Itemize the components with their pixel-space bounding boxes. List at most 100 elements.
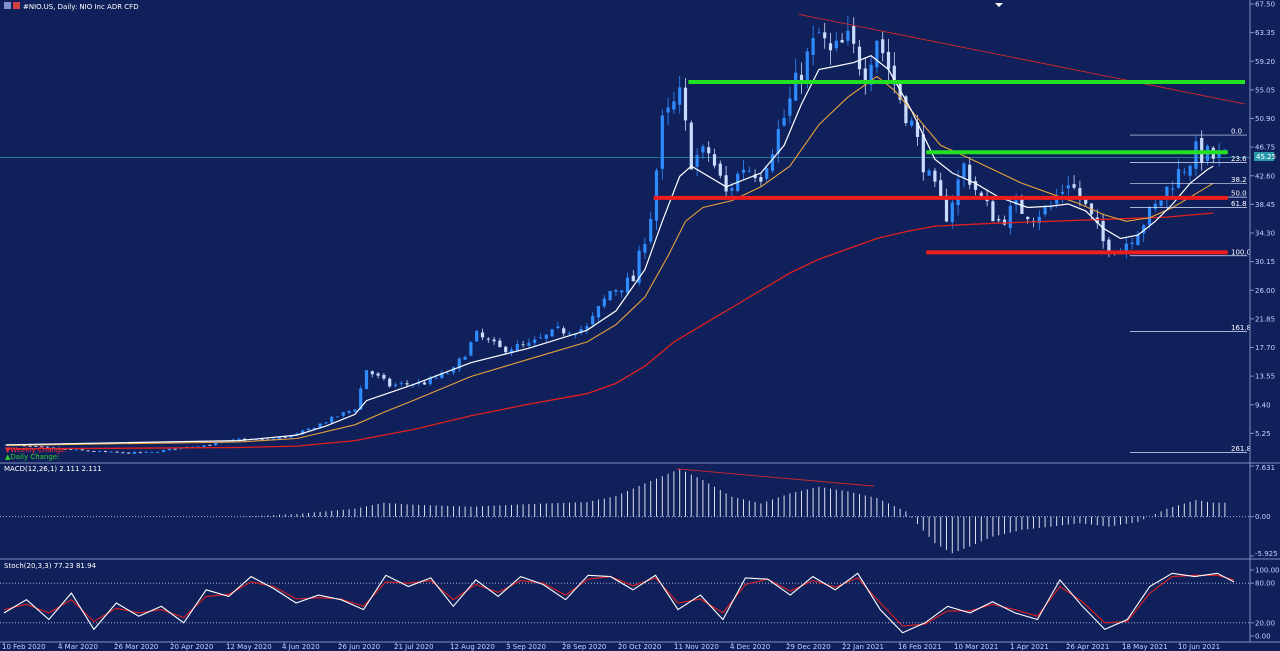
- candle-body: [591, 315, 595, 325]
- candle-body: [463, 356, 467, 360]
- price-tick-label: 42.60: [1255, 172, 1275, 180]
- candle-body: [451, 367, 456, 373]
- price-tick-label: 63.35: [1255, 29, 1275, 37]
- legend: ▼Weekly Change: ▲Daily Change:: [5, 446, 67, 461]
- candle-body: [892, 65, 896, 85]
- candle-body: [950, 202, 954, 223]
- time-tick-label: 22 Jan 2021: [842, 643, 884, 651]
- macd-tick-label: 7.631: [1255, 464, 1275, 472]
- candle-body: [1165, 186, 1169, 200]
- candle-body: [753, 174, 757, 179]
- candle-body: [840, 39, 844, 43]
- stoch-pane: [0, 572, 1250, 634]
- candle-body: [498, 340, 502, 348]
- candle-body: [335, 416, 340, 418]
- price-tick-label: 67.50: [1255, 1, 1275, 9]
- ema-slow-line: [6, 212, 1214, 450]
- candle-body: [828, 43, 833, 51]
- candle-body: [202, 445, 206, 447]
- time-tick-label: 29 Dec 2020: [786, 643, 831, 651]
- candle-body: [1136, 234, 1140, 246]
- candle-body: [138, 451, 142, 453]
- chart-shift-marker-icon[interactable]: [995, 3, 1003, 7]
- candle-body: [1095, 217, 1099, 224]
- candle-body: [741, 169, 746, 173]
- candle-body: [649, 218, 653, 242]
- candle-body: [208, 445, 212, 446]
- candle-body: [1176, 169, 1181, 188]
- legend-weekly-change: ▼Weekly Change:: [5, 446, 67, 454]
- ema-fast-line: [6, 55, 1214, 446]
- candle-body: [40, 446, 44, 448]
- candle-body: [1171, 188, 1175, 190]
- candle-body: [782, 118, 786, 126]
- candle-body: [1101, 220, 1105, 242]
- candle-body: [730, 188, 734, 191]
- chart-menu-icon[interactable]: [4, 2, 11, 9]
- candle-body: [486, 338, 490, 340]
- candle-body: [376, 373, 380, 376]
- candle-body: [660, 115, 664, 169]
- candle-body: [196, 446, 200, 448]
- candle-body: [34, 446, 38, 447]
- candle-body: [254, 439, 258, 441]
- candle-body: [1078, 188, 1082, 199]
- candle-body: [904, 96, 908, 124]
- candle-body: [747, 170, 751, 172]
- candle-body: [1124, 243, 1128, 252]
- chart-title: #NIO.US, Daily: NIO Inc ADR CFD: [23, 3, 139, 11]
- time-tick-label: 10 Feb 2020: [2, 643, 46, 651]
- candle-body: [1182, 171, 1186, 173]
- candle-body: [1026, 216, 1030, 220]
- time-tick-label: 4 Jun 2020: [282, 643, 320, 651]
- fibonacci-label: 161.8: [1231, 324, 1251, 332]
- candle-body: [956, 179, 960, 206]
- candle-body: [1002, 219, 1007, 225]
- candle-body: [353, 409, 357, 412]
- candle-body: [1066, 185, 1070, 189]
- candle-body: [776, 128, 780, 154]
- candle-body: [1014, 200, 1018, 205]
- candle-body: [596, 306, 601, 318]
- candle-body: [1060, 191, 1065, 194]
- price-tick-label: 9.40: [1255, 401, 1271, 409]
- candle-body: [759, 177, 763, 182]
- candle-body: [28, 445, 32, 447]
- stoch-tick-label: 80.00: [1255, 580, 1275, 588]
- price-tick-label: 13.55: [1255, 373, 1275, 381]
- candle-body: [45, 446, 50, 448]
- price-pane: 0.0 23.6 38.2 50.0 61.8 100.0 161.8 261.8: [0, 13, 1251, 454]
- candle-body: [799, 74, 804, 81]
- candle-body: [881, 39, 885, 54]
- stoch-title: Stoch(20,3,3) 77.23 81.94: [4, 562, 97, 570]
- candle-body: [985, 198, 989, 202]
- candle-body: [869, 64, 873, 85]
- stoch-k-line: [3, 572, 1235, 634]
- candle-body: [1223, 149, 1227, 151]
- price-tick-label: 21.85: [1255, 315, 1275, 323]
- candle-body: [788, 98, 792, 116]
- candle-body: [283, 436, 287, 438]
- candle-body: [393, 384, 398, 386]
- symbol-flag-icon: [13, 2, 20, 9]
- candle-body: [295, 433, 299, 435]
- candle-body: [237, 438, 241, 440]
- candle-body: [1200, 137, 1204, 163]
- price-tick-label: 59.20: [1255, 58, 1275, 66]
- candle-body: [608, 291, 612, 301]
- candle-body: [1049, 206, 1053, 208]
- candle-body: [318, 423, 322, 428]
- candle-body: [69, 449, 73, 450]
- stoch-tick-label: 0.00: [1255, 633, 1271, 641]
- candle-body: [1159, 200, 1163, 206]
- candle-body: [991, 201, 995, 222]
- candle-body: [359, 388, 363, 410]
- candle-body: [683, 87, 688, 121]
- candle-body: [637, 250, 641, 283]
- candle-body: [364, 370, 369, 390]
- price-tick-label: 46.75: [1255, 144, 1275, 152]
- candle-body: [794, 72, 798, 101]
- price-tick-label: 38.45: [1255, 201, 1275, 209]
